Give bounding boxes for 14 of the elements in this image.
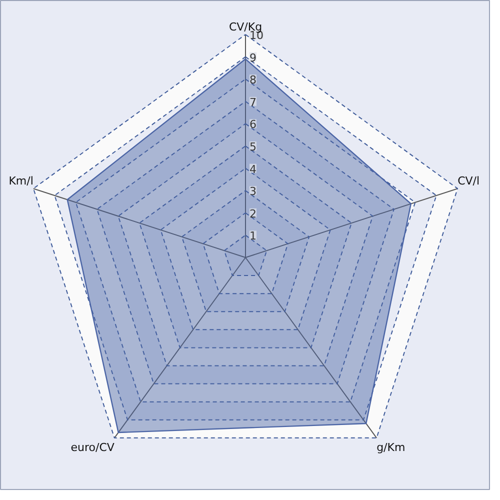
y-tick-label: 10 xyxy=(250,29,264,42)
spoke-label: euro/CV xyxy=(70,440,115,454)
y-tick-label: 8 xyxy=(250,74,256,87)
spoke-label: Km/l xyxy=(8,174,34,188)
spoke-label: g/Km xyxy=(376,440,406,454)
y-tick-label: 9 xyxy=(250,51,256,64)
y-tick-label: 6 xyxy=(250,118,256,132)
spoke-label: CV/l xyxy=(458,174,480,188)
y-tick-label: 7 xyxy=(250,96,256,109)
y-tick-label: 3 xyxy=(250,185,256,198)
y-tick-label: 4 xyxy=(250,162,256,176)
y-tick-label: 5 xyxy=(250,140,256,154)
y-tick-label: 1 xyxy=(250,230,256,243)
y-tick-label: 2 xyxy=(250,207,256,220)
